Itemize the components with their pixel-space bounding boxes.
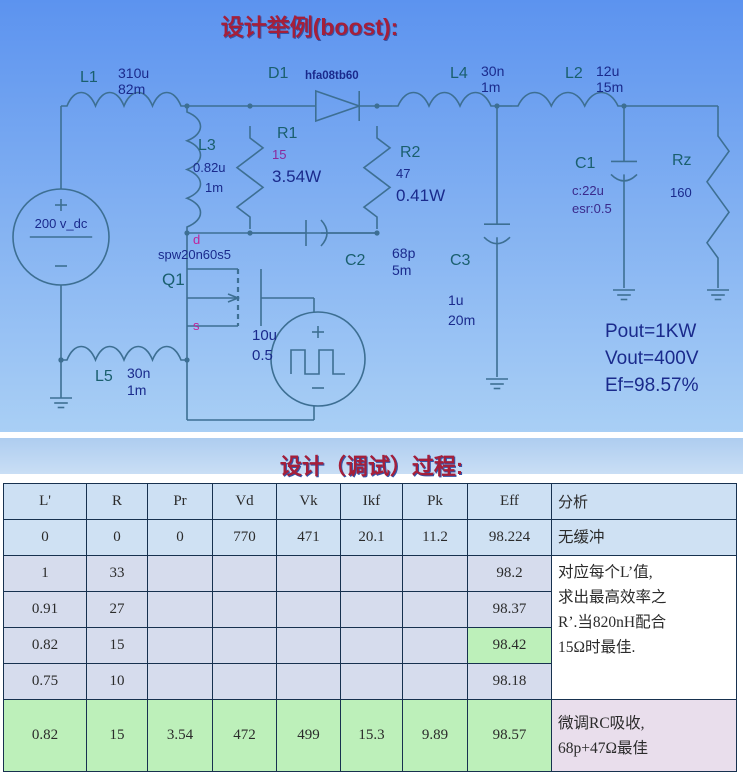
svg-text:L1: L1 xyxy=(80,69,98,86)
svg-text:15: 15 xyxy=(272,147,286,162)
svg-text:Rz: Rz xyxy=(672,152,692,169)
svg-text:30n: 30n xyxy=(127,365,150,381)
svg-text:160: 160 xyxy=(670,185,692,200)
svg-text:hfa08tb60: hfa08tb60 xyxy=(305,70,359,82)
svg-text:L5: L5 xyxy=(95,368,113,385)
svg-text:C2: C2 xyxy=(345,252,366,269)
svg-text:1m: 1m xyxy=(127,382,146,398)
svg-text:R2: R2 xyxy=(400,144,421,161)
svg-text:Ef=98.57%: Ef=98.57% xyxy=(605,375,699,396)
svg-text:1m: 1m xyxy=(481,79,500,95)
svg-text:3.54W: 3.54W xyxy=(272,167,321,186)
svg-text:68p: 68p xyxy=(392,245,416,261)
svg-text:5m: 5m xyxy=(392,262,411,278)
svg-text:L2: L2 xyxy=(565,65,583,82)
svg-text:47: 47 xyxy=(396,166,410,181)
svg-text:s: s xyxy=(193,318,200,333)
svg-text:200 v_dc: 200 v_dc xyxy=(35,216,88,231)
svg-text:d: d xyxy=(193,232,200,247)
svg-text:0.5: 0.5 xyxy=(252,347,273,364)
svg-text:1u: 1u xyxy=(448,292,464,308)
svg-text:310u: 310u xyxy=(118,65,149,81)
svg-text:spw20n60s5: spw20n60s5 xyxy=(158,247,231,262)
svg-text:82m: 82m xyxy=(118,81,145,97)
svg-text:15m: 15m xyxy=(596,79,623,95)
svg-text:0.41W: 0.41W xyxy=(396,186,445,205)
svg-text:C3: C3 xyxy=(450,252,471,269)
svg-text:L4: L4 xyxy=(450,65,468,82)
svg-text:0.82u: 0.82u xyxy=(193,160,226,175)
svg-text:R1: R1 xyxy=(277,125,298,142)
svg-text:10u: 10u xyxy=(252,327,277,344)
svg-text:Vout=400V: Vout=400V xyxy=(605,348,699,369)
svg-text:Q1: Q1 xyxy=(162,270,185,289)
svg-text:c:22u: c:22u xyxy=(572,183,604,198)
svg-text:esr:0.5: esr:0.5 xyxy=(572,201,612,216)
svg-text:L3: L3 xyxy=(198,137,216,154)
svg-text:1m: 1m xyxy=(205,180,223,195)
svg-text:20m: 20m xyxy=(448,312,475,328)
svg-text:D1: D1 xyxy=(268,65,289,82)
svg-text:12u: 12u xyxy=(596,63,619,79)
svg-text:Pout=1KW: Pout=1KW xyxy=(605,321,696,342)
svg-text:30n: 30n xyxy=(481,63,504,79)
svg-text:C1: C1 xyxy=(575,155,596,172)
